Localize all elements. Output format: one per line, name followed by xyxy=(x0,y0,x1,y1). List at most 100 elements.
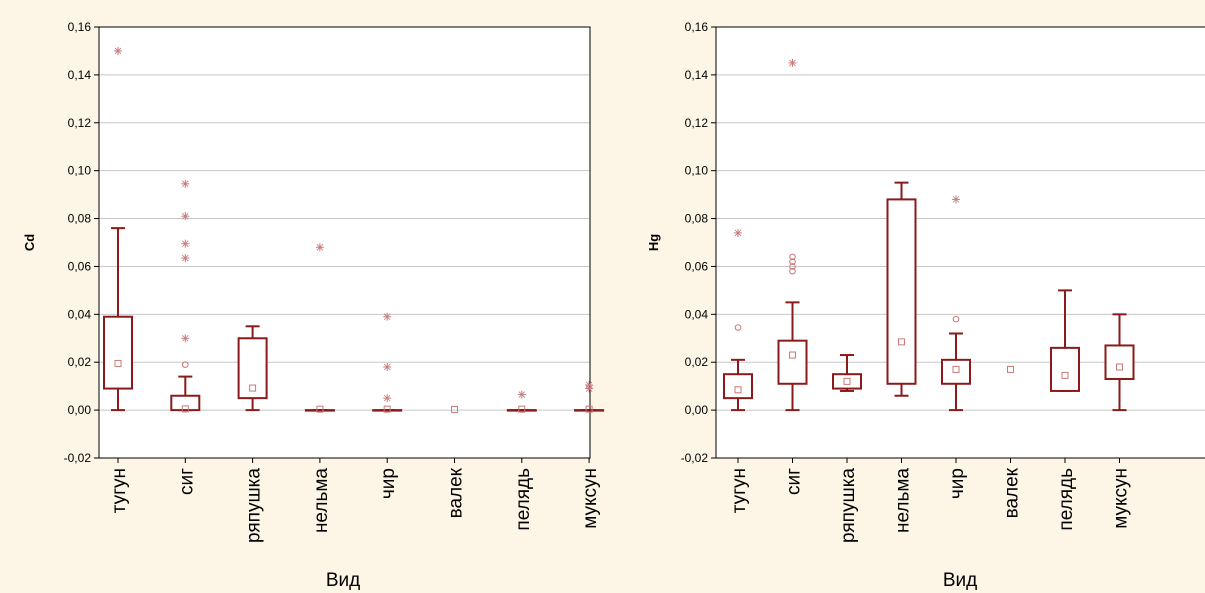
extreme-marker xyxy=(383,394,392,403)
x-tick-label: ряпушка xyxy=(244,468,265,543)
box-сиг xyxy=(170,179,201,413)
box-iqr xyxy=(941,358,971,385)
x-tick-label: сиг xyxy=(176,468,197,495)
box-валек xyxy=(451,405,458,413)
x-tick-label: тугун xyxy=(729,468,750,513)
median-marker xyxy=(114,359,122,367)
outlier-marker xyxy=(734,324,742,331)
median-marker xyxy=(316,405,324,413)
y-tick-label: 0,14 xyxy=(685,68,709,82)
y-tick-label: 0,04 xyxy=(68,307,92,321)
box-пелядь xyxy=(506,390,537,413)
extreme-marker xyxy=(114,46,122,55)
outlier-marker xyxy=(789,267,796,275)
median-marker xyxy=(249,384,257,392)
box-чир xyxy=(941,195,971,412)
y-tick-label: 0,12 xyxy=(685,116,709,130)
box-ряпушка xyxy=(237,325,268,412)
y-tick-label: 0,02 xyxy=(685,355,709,369)
median-marker xyxy=(383,405,391,413)
y-tick-label: -0,02 xyxy=(64,451,92,465)
y-axis-title: Hg xyxy=(646,234,661,251)
extreme-marker xyxy=(734,228,742,237)
y-tick-label: 0,04 xyxy=(685,307,709,321)
y-tick-label: 0,00 xyxy=(68,403,92,417)
y-tick-label: 0,12 xyxy=(68,116,92,130)
median-marker xyxy=(451,405,458,413)
x-tick-label: муксун xyxy=(580,468,601,529)
y-tick-label: -0,02 xyxy=(681,451,709,465)
box-iqr xyxy=(506,409,537,412)
x-axis-title: Вид xyxy=(943,570,977,591)
median-marker xyxy=(789,351,796,359)
box-нельма xyxy=(304,243,335,413)
box-iqr xyxy=(304,409,335,412)
extreme-marker xyxy=(181,254,190,263)
box-iqr xyxy=(237,337,268,400)
extreme-marker xyxy=(383,363,392,372)
chart-cd: -0,02 0,00 0,02 0,04 0,06 0,08 0,10 0,12 0,14 0,1… xyxy=(22,20,605,591)
y-tick-label: 0,08 xyxy=(68,212,92,226)
outlier-marker xyxy=(952,315,960,323)
box-пелядь xyxy=(1050,289,1080,392)
median-marker xyxy=(898,338,905,346)
median-marker xyxy=(585,405,593,413)
box-чир xyxy=(372,312,403,413)
x-tick-label: валек xyxy=(446,467,467,518)
plot-area xyxy=(99,27,590,458)
box-iqr xyxy=(1050,346,1080,392)
median-marker xyxy=(734,386,742,394)
box-iqr xyxy=(723,373,753,400)
extreme-marker xyxy=(181,239,190,248)
plot-border xyxy=(98,26,591,459)
y-tick-label: 0,06 xyxy=(68,259,92,273)
x-tick-label: нельма xyxy=(893,468,914,533)
chart-hg: -0,02 0,00 0,02 0,04 0,06 0,08 0,10 0,12 0,14 0,1… xyxy=(646,20,1205,591)
median-marker xyxy=(843,377,851,385)
box-iqr xyxy=(886,198,917,385)
box-сиг xyxy=(777,58,808,412)
box-iqr xyxy=(372,409,403,412)
box-iqr xyxy=(574,409,605,412)
x-axis-title: Вид xyxy=(326,570,360,591)
x-tick-label: тугун xyxy=(109,468,130,513)
y-tick-label: 0,00 xyxy=(685,403,709,417)
plot-area xyxy=(716,27,1205,458)
plot-border xyxy=(715,26,1205,459)
x-tick-label: валек xyxy=(1002,467,1023,518)
extreme-marker xyxy=(585,380,594,389)
extreme-marker xyxy=(383,312,392,321)
median-marker xyxy=(181,405,189,413)
extreme-marker xyxy=(181,334,190,343)
extreme-marker xyxy=(315,243,324,252)
x-tick-label: чир xyxy=(947,468,968,499)
y-tick-label: 0,10 xyxy=(68,164,92,178)
extreme-marker xyxy=(788,58,797,67)
x-tick-label: ряпушка xyxy=(838,468,859,543)
median-marker xyxy=(1116,363,1123,371)
box-валек xyxy=(1007,365,1014,373)
extreme-marker xyxy=(952,195,960,204)
box-нельма xyxy=(886,181,917,397)
box-тугун xyxy=(103,46,133,412)
outlier-marker xyxy=(789,253,796,261)
x-tick-label: муксун xyxy=(1111,468,1132,529)
box-муксун xyxy=(1104,313,1135,412)
extreme-marker xyxy=(517,390,526,399)
y-tick-label: 0,16 xyxy=(68,20,92,34)
outlier-marker xyxy=(789,263,796,270)
box-iqr xyxy=(777,339,808,385)
median-marker xyxy=(1061,371,1069,379)
x-tick-label: пелядь xyxy=(513,468,534,531)
x-tick-label: сиг xyxy=(784,468,805,495)
y-axis-title: Cd xyxy=(22,234,37,251)
box-iqr xyxy=(832,373,862,390)
box-iqr xyxy=(1104,344,1135,380)
extreme-marker xyxy=(181,179,190,188)
median-marker xyxy=(952,365,960,373)
x-tick-label: пелядь xyxy=(1056,468,1077,531)
box-iqr xyxy=(103,315,133,390)
y-tick-label: 0,08 xyxy=(685,212,709,226)
outlier-marker xyxy=(182,361,189,368)
